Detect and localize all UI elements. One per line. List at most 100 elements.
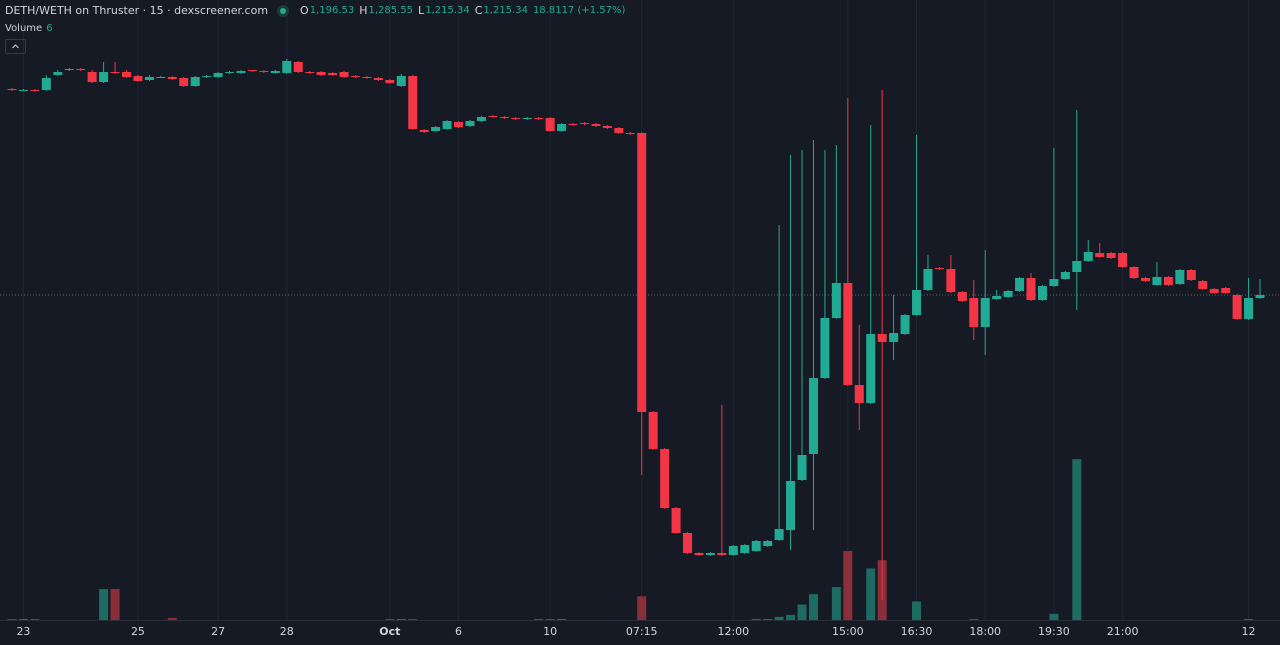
candle-body [831,283,841,318]
candle-body [316,72,326,75]
collapse-icon [12,44,19,49]
x-tick-label: 27 [211,625,225,638]
candle-body [7,89,17,90]
candle-body [579,123,589,124]
volume-bar [7,618,17,620]
candle-body [1152,277,1162,285]
candle-body [534,118,544,119]
candle-body [1060,272,1070,279]
volume-bar [843,550,853,620]
candle-body [64,69,74,70]
candle-body [454,122,464,127]
candle-body [213,73,223,77]
candle-body [133,76,143,81]
candle-body [774,529,784,540]
candle-body [1049,279,1059,286]
candle-body [328,73,338,75]
x-tick-label: 18:00 [969,625,1001,638]
candle-body [602,126,612,128]
candle-body [522,118,532,119]
candle-body [488,116,498,117]
x-tick-label: 10 [543,625,557,638]
volume-bar [1244,618,1254,620]
candle-body [1186,270,1196,280]
volume-bar [534,618,544,620]
candle-body [419,130,429,132]
candle-body [648,412,658,449]
candle-body [1163,277,1173,285]
x-tick-label: 16:30 [901,625,933,638]
candle-body [236,71,246,73]
candle-body [568,124,578,125]
candle-body [167,77,177,79]
x-tick-label: Oct [379,625,400,638]
candle-body [305,72,315,73]
candle-body [87,72,97,82]
volume-bar [763,618,773,620]
candle-body [225,72,235,73]
candle-body [591,124,601,126]
candle-body [247,70,257,71]
volume-legend: Volume 6 [5,23,53,34]
volume-bar [30,618,40,620]
candle-body [946,269,956,292]
candle-body [694,553,704,555]
candle-body [797,455,807,480]
candle-body [293,62,303,72]
ohlc-key: C [474,4,483,17]
candle-body [728,546,738,555]
candle-body [259,71,269,72]
candle-body [1072,261,1082,272]
candle-body [442,121,452,129]
candle-body [1037,286,1047,300]
ohlc-legend: O 1,196.53 H 1,285.55 L 1,215.34 C 1,215.34 [300,4,533,17]
candle-body [1015,278,1025,291]
candle-body [373,78,383,80]
candle-body [671,508,681,533]
x-tick-label: 12:00 [717,625,749,638]
candle-body [53,72,63,75]
candle-body [637,133,647,412]
candle-body [1244,298,1254,319]
candle-body [350,76,360,77]
collapse-button[interactable] [5,39,26,54]
volume-bar [637,596,647,620]
candle-body [121,72,131,77]
volume-bar [969,618,979,620]
candle-body [156,77,166,78]
ohlc-key: H [359,4,368,17]
volume-bar [18,618,28,620]
volume-bar [797,604,807,620]
candle-body [969,298,979,327]
ohlc-key: O [300,4,309,17]
ohlc-value: 1,215.34 [425,5,470,16]
candle-body [889,333,899,342]
volume-bar [831,587,841,620]
x-tick-label: 07:15 [626,625,658,638]
candle-body [900,315,910,334]
candle-body [1026,278,1036,300]
candle-body [1209,289,1219,293]
volume-bar [385,618,395,620]
status-dot [280,7,287,14]
candle-body [1129,267,1139,278]
candle-body [1255,295,1265,298]
candle-body [717,553,727,555]
x-axis-bg [0,620,1280,645]
ohlc-key: L [418,4,425,17]
candle-body [76,69,86,70]
volume-bar [774,616,784,620]
candle-body [1118,253,1128,267]
candle-body [1106,253,1116,258]
candle-body [282,61,292,73]
candle-body [385,80,395,83]
candle-body [1221,288,1231,293]
candle-body [625,133,635,134]
volume-bar [912,601,922,620]
volume-bar [1072,459,1082,620]
candle-body [1198,281,1208,289]
candle-body [465,121,475,126]
volume-bar [1049,613,1059,620]
candle-body [362,77,372,78]
volume-count: 6 [46,23,53,34]
